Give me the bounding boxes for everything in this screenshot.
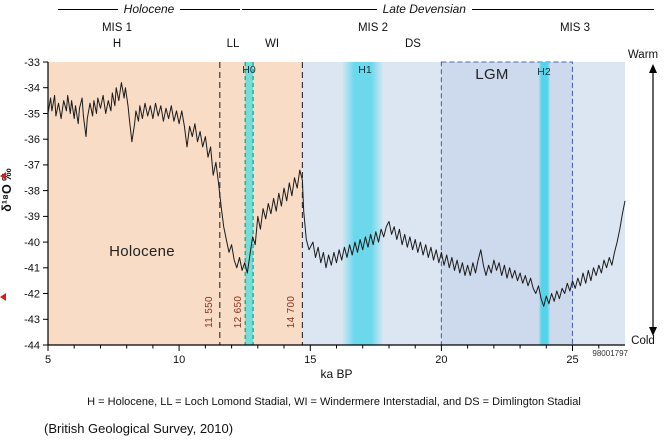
x-tick-label: 25 — [566, 354, 578, 366]
x-axis-title: ka BP — [320, 367, 353, 381]
wi-label: WI — [264, 38, 280, 50]
late-devensian-span: Late Devensian — [242, 2, 654, 16]
d18o-curve — [47, 82, 626, 307]
arrow-head-up-icon — [649, 64, 657, 73]
h-label: H — [112, 38, 122, 50]
h0-event-label: H0 — [242, 64, 256, 76]
y-tick-label: -35 — [24, 108, 40, 120]
x-tick-label: 10 — [173, 354, 185, 366]
holocene-span: Holocene — [58, 2, 241, 16]
cold-label: Cold — [631, 335, 655, 347]
y-tick-label: -37 — [24, 160, 40, 172]
h2-band — [538, 62, 551, 345]
reference-number: 98001797 — [592, 349, 628, 358]
y-tick-label: -33 — [24, 57, 40, 69]
span-line — [471, 8, 654, 10]
abbreviation-legend: H = Holocene, LL = Loch Lomond Stadial, … — [87, 396, 581, 408]
boundary-age-label: 14 700 — [286, 295, 298, 329]
y-tick-label: -42 — [24, 288, 40, 300]
boundary-age-label: 12 650 — [232, 295, 244, 329]
x-tick-label: 20 — [435, 354, 447, 366]
span-line — [58, 8, 118, 10]
y-tick-label: -44 — [24, 340, 40, 352]
lgm-label: LGM — [475, 66, 509, 83]
h2-event-label: H2 — [537, 66, 551, 78]
y-axis-title: δ¹⁸O ‰ — [0, 168, 14, 212]
mis1-label: MIS 1 — [101, 22, 133, 34]
warm-label: Warm — [627, 49, 659, 61]
span-line — [242, 8, 377, 10]
y-tick-label: -43 — [24, 314, 40, 326]
ds-label: DS — [405, 38, 421, 50]
y-tick-label: -41 — [24, 263, 40, 275]
red-arrow-fragment — [0, 293, 6, 301]
y-tick-label: -38 — [24, 185, 40, 197]
red-arrow-fragment — [0, 172, 6, 180]
holocene-span-label: Holocene — [123, 2, 175, 16]
y-tick-label: -34 — [24, 83, 40, 95]
y-tick-label: -36 — [24, 134, 40, 146]
arrow-head-down-icon — [649, 327, 657, 336]
ll-label: LL — [226, 38, 240, 50]
y-tick-label: -39 — [24, 211, 40, 223]
boundary-age-label: 11 550 — [203, 296, 215, 328]
holocene-region-label: Holocene — [109, 243, 175, 260]
citation: (British Geological Survey, 2010) — [44, 421, 234, 436]
h1-event-label: H1 — [358, 64, 372, 76]
h1-band — [341, 62, 384, 345]
late-devensian-span-label: Late Devensian — [382, 2, 466, 16]
holocene-region — [48, 62, 303, 345]
mis2-label: MIS 2 — [357, 22, 389, 34]
lgm-box — [440, 61, 574, 346]
x-tick-label: 15 — [304, 354, 316, 366]
h0-band — [245, 62, 254, 345]
mis3-label: MIS 3 — [559, 22, 591, 34]
span-line — [180, 8, 241, 10]
y-tick-label: -40 — [24, 237, 40, 249]
x-tick-label: 5 — [45, 354, 51, 366]
